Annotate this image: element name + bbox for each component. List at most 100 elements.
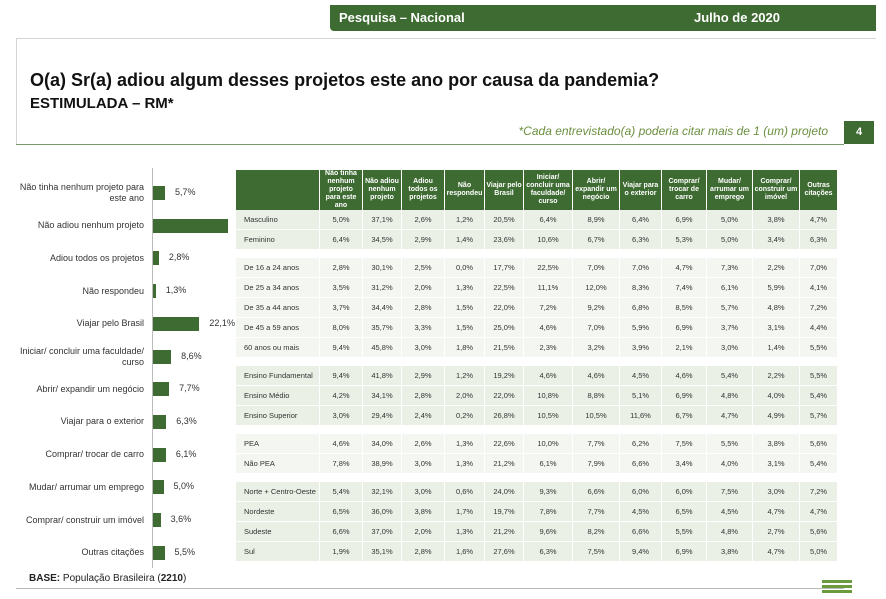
table-cell: 37,0% <box>363 522 402 542</box>
table-cell: 3,8% <box>707 542 753 562</box>
table-cell: 19,7% <box>485 502 524 522</box>
table-cell: 35,1% <box>363 542 402 562</box>
bar-axis <box>152 168 153 568</box>
bar-row: Não tinha nenhum projeto para este ano 5,… <box>0 178 236 208</box>
row-label: De 35 a 44 anos <box>236 298 320 318</box>
row-label: Ensino Fundamental <box>236 366 320 386</box>
table-cell: 6,9% <box>662 210 707 230</box>
table-cell: 1,3% <box>445 278 485 298</box>
table-cell: 4,0% <box>707 454 753 474</box>
bar-row: Comprar/ construir um imóvel 3,6% <box>0 505 236 535</box>
table-cell: 5,0% <box>800 542 838 562</box>
table-cell: 4,2% <box>320 386 363 406</box>
row-label: Masculino <box>236 210 320 230</box>
bar-label: Comprar/ construir um imóvel <box>25 514 144 525</box>
table-cell: 4,6% <box>320 434 363 454</box>
table-cell: 5,9% <box>620 318 662 338</box>
bar-value: 5,5% <box>174 546 196 557</box>
bar-label: Comprar/ trocar de carro <box>45 449 144 460</box>
table-cell: 4,7% <box>753 502 800 522</box>
table-cell: 34,0% <box>363 434 402 454</box>
row-label: 60 anos ou mais <box>236 338 320 358</box>
table-cell: 6,1% <box>524 454 573 474</box>
table-cell: 21,2% <box>485 454 524 474</box>
table-cell: 6,3% <box>620 230 662 250</box>
page-title: O(a) Sr(a) adiou algum desses projetos e… <box>30 70 660 90</box>
table-cell: 4,6% <box>524 318 573 338</box>
table-cell: 5,7% <box>707 298 753 318</box>
table-row: De 16 a 24 anos 2,8% 30,1% 2,5% 0,0% 17,7% 22,… <box>236 258 838 278</box>
table-cell: 5,5% <box>662 522 707 542</box>
table-cell: 3,8% <box>402 502 445 522</box>
table-cell: 7,9% <box>573 454 620 474</box>
table-cell: 21,2% <box>485 522 524 542</box>
table-cell: 1,4% <box>445 230 485 250</box>
base-close: ) <box>182 573 187 584</box>
column-header: Não tinha nenhum projeto para este ano <box>320 170 363 210</box>
bar-value: 22,1% <box>209 317 235 328</box>
table-row: Não PEA 7,8% 38,9% 3,0% 1,3% 21,2% 6,1% 7,9% 6,6… <box>236 454 838 474</box>
table-cell: 6,6% <box>573 482 620 502</box>
bar <box>153 349 172 364</box>
column-header: Adiou todos os projetos <box>402 170 445 210</box>
bar <box>153 480 164 495</box>
table-cell: 22,0% <box>485 386 524 406</box>
table-cell: 38,9% <box>363 454 402 474</box>
table-row: Ensino Superior 3,0% 29,4% 2,4% 0,2% 26,8% 10,… <box>236 406 838 426</box>
footnote: *Cada entrevistado(a) poderia citar mais… <box>518 124 828 138</box>
table-cell: 3,0% <box>402 482 445 502</box>
table-cell: 4,1% <box>800 278 838 298</box>
table-cell: 2,2% <box>753 366 800 386</box>
row-label: De 25 a 34 anos <box>236 278 320 298</box>
table-cell: 6,3% <box>524 542 573 562</box>
table-cell: 5,7% <box>800 406 838 426</box>
table-cell: 5,4% <box>800 386 838 406</box>
table-cell: 7,2% <box>800 298 838 318</box>
table-cell: 5,4% <box>800 454 838 474</box>
table-cell: 2,9% <box>402 230 445 250</box>
footer-rule <box>16 588 844 589</box>
table-row: PEA 4,6% 34,0% 2,6% 1,3% 22,6% 10,0% 7,7% 6,2% 7,… <box>236 434 838 454</box>
table-cell: 6,2% <box>620 434 662 454</box>
table-cell: 5,6% <box>800 522 838 542</box>
table-cell: 5,9% <box>753 278 800 298</box>
table-cell: 10,6% <box>524 230 573 250</box>
table-row: De 45 a 59 anos 8,0% 35,7% 3,3% 1,5% 25,0% 4,6… <box>236 318 838 338</box>
table-cell: 7,5% <box>662 434 707 454</box>
bar <box>153 545 165 560</box>
title-rule <box>16 144 844 145</box>
column-header: Não respondeu <box>445 170 485 210</box>
base-label: BASE: <box>29 573 61 584</box>
table-cell: 9,2% <box>573 298 620 318</box>
table-cell: 4,8% <box>707 522 753 542</box>
table-cell: 6,6% <box>620 522 662 542</box>
bar <box>153 218 228 233</box>
table-cell: 3,2% <box>573 338 620 358</box>
table-cell: 25,0% <box>485 318 524 338</box>
table-cell: 3,9% <box>620 338 662 358</box>
bar-value: 1,3% <box>165 285 187 296</box>
bar <box>153 316 200 331</box>
frame-left-line <box>16 38 17 144</box>
bar <box>153 447 166 462</box>
table-cell: 5,4% <box>707 366 753 386</box>
table-cell: 7,8% <box>524 502 573 522</box>
bar-value: 6,1% <box>175 448 197 459</box>
bar-value: 5,7% <box>174 187 196 197</box>
bar-row: Não respondeu 1,3% <box>0 276 236 306</box>
table-cell: 1,4% <box>753 338 800 358</box>
table-cell: 4,8% <box>753 298 800 318</box>
table-cell: 7,0% <box>573 258 620 278</box>
row-label: Ensino Superior <box>236 406 320 426</box>
table-cell: 3,0% <box>402 338 445 358</box>
column-header: Comprar/ construir um imóvel <box>753 170 800 210</box>
table-cell: 2,3% <box>524 338 573 358</box>
table-cell: 27,6% <box>485 542 524 562</box>
table-cell: 5,5% <box>707 434 753 454</box>
bar-label: Abrir/ expandir um negócio <box>36 383 144 394</box>
header-bar: Pesquisa – Nacional Julho de 2020 <box>330 5 876 31</box>
bar-value: 7,7% <box>179 383 200 394</box>
table-cell: 7,5% <box>707 482 753 502</box>
bar-label: Não respondeu <box>82 285 144 296</box>
bar-label: Não adiou nenhum projeto <box>37 220 144 231</box>
